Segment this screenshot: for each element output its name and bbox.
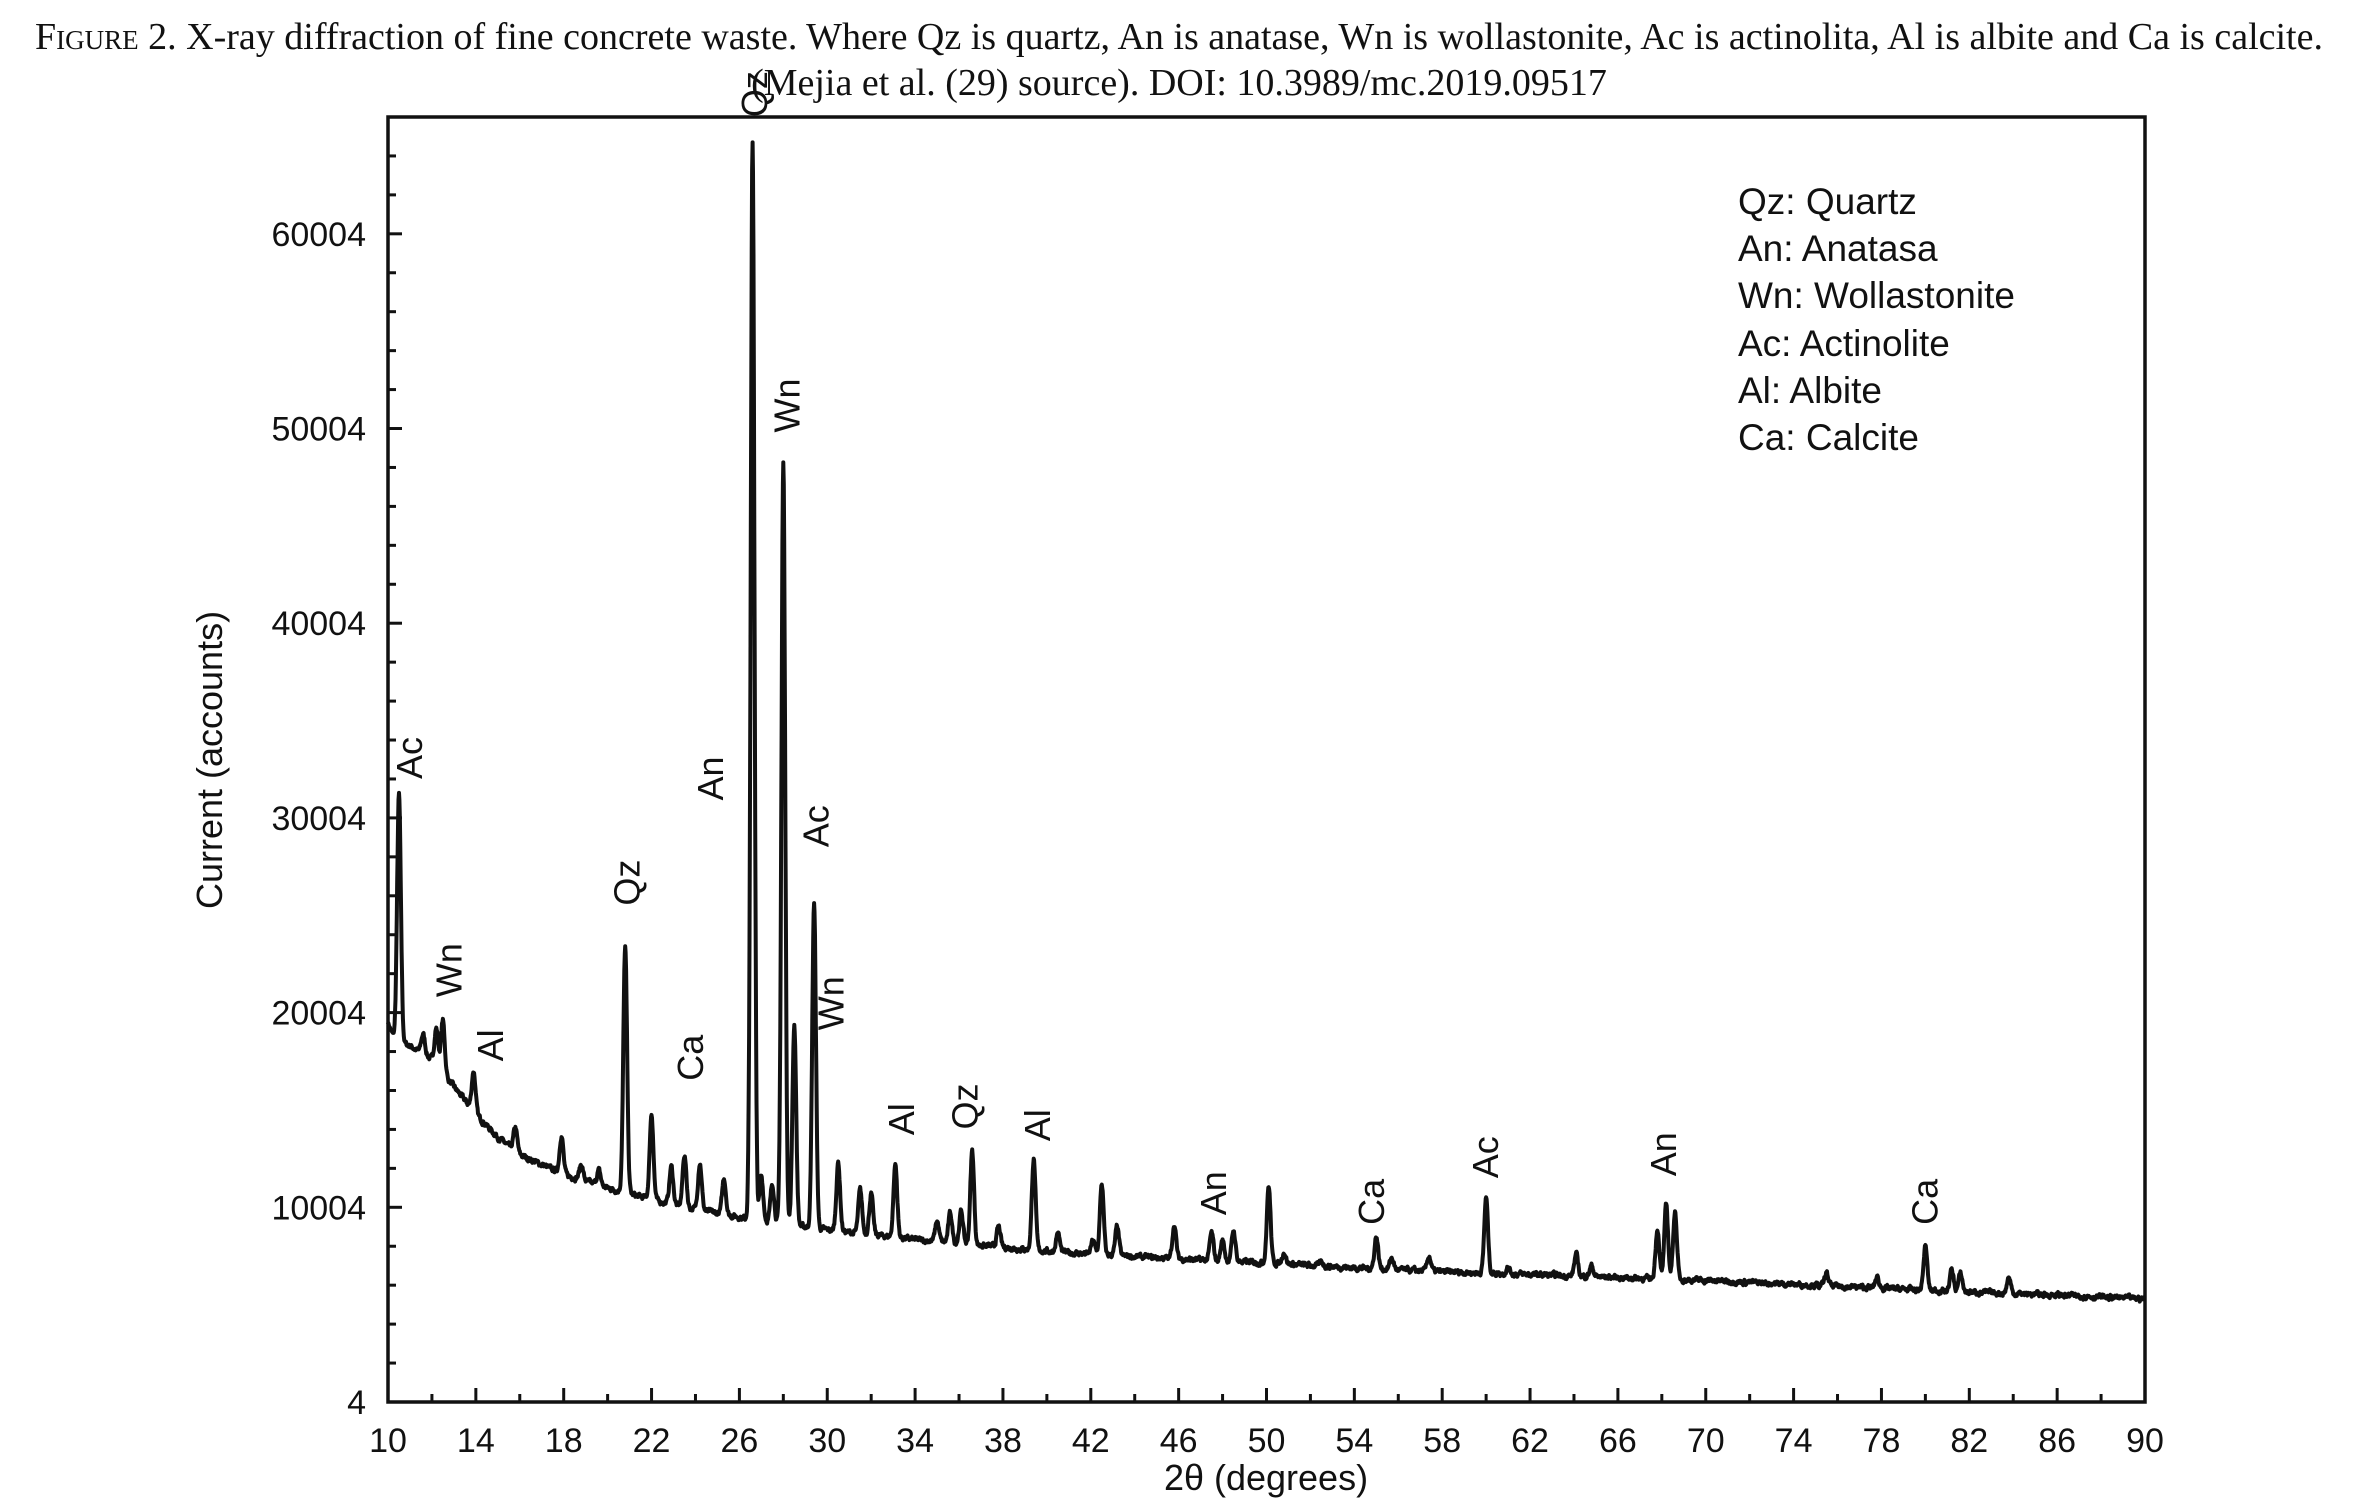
peak-label: Ac — [1465, 1136, 1506, 1178]
x-tick-label: 14 — [457, 1422, 495, 1460]
x-tick-label: 50 — [1248, 1422, 1286, 1460]
x-tick-label: 78 — [1863, 1422, 1901, 1460]
x-tick-label: 90 — [2126, 1422, 2164, 1460]
x-tick-label: 62 — [1511, 1422, 1549, 1460]
x-axis-title: 2θ (degrees) — [1164, 1457, 1368, 1498]
y-tick-label: 4 — [347, 1384, 366, 1422]
figure-caption: Figure 2. X-ray diffraction of fine conc… — [0, 14, 2358, 106]
y-tick-label: 10004 — [271, 1189, 366, 1227]
x-tick-label: 54 — [1335, 1422, 1373, 1460]
peak-label: Ca — [1904, 1178, 1945, 1225]
x-tick-label: 82 — [1950, 1422, 1988, 1460]
peak-label: Wn — [429, 943, 470, 997]
peak-label: Wn — [811, 976, 852, 1030]
peak-label: Al — [470, 1029, 511, 1061]
legend-entry-albite: Al: Albite — [1738, 370, 1882, 411]
peak-label: An — [1193, 1171, 1234, 1215]
x-tick-label: 18 — [545, 1422, 583, 1460]
x-tick-label: 70 — [1687, 1422, 1725, 1460]
peak-label: Qz — [734, 71, 775, 117]
x-tick-label: 10 — [369, 1422, 407, 1460]
peak-label: Qz — [606, 860, 647, 906]
legend-entry-calcite: Ca: Calcite — [1738, 417, 1919, 458]
x-axis-ticks: 10 14 18 22 26 30 34 38 42 46 50 54 58 62 66 70 74 78 82 86… — [369, 1388, 2164, 1460]
caption-text: X-ray diffraction of fine concrete waste… — [176, 16, 2323, 104]
caption-prefix: Figure 2. — [35, 16, 177, 58]
x-tick-label: 74 — [1775, 1422, 1813, 1460]
x-tick-label: 26 — [720, 1422, 758, 1460]
y-tick-label: 60004 — [271, 216, 366, 254]
x-tick-label: 66 — [1599, 1422, 1637, 1460]
peak-label: Wn — [767, 379, 808, 433]
peak-label: Ca — [1351, 1178, 1392, 1225]
x-tick-label: 34 — [896, 1422, 934, 1460]
peak-label: Ac — [389, 737, 430, 779]
peak-label: Qz — [945, 1083, 986, 1129]
legend-entry-actinolite: Ac: Actinolite — [1738, 323, 1950, 364]
peak-label: An — [690, 756, 731, 800]
x-tick-label: 58 — [1423, 1422, 1461, 1460]
diffraction-pattern-line — [386, 140, 2147, 1304]
legend-entry-quartz: Qz: Quartz — [1738, 181, 1917, 222]
legend-entry-wollastonite: Wn: Wollastonite — [1738, 275, 2015, 316]
y-tick-label: 30004 — [271, 800, 366, 838]
x-tick-label: 38 — [984, 1422, 1022, 1460]
peak-label: An — [1643, 1132, 1684, 1176]
peak-label: Al — [881, 1103, 922, 1135]
peak-label: Ca — [670, 1034, 711, 1081]
x-tick-label: 42 — [1072, 1422, 1110, 1460]
peak-label: Ac — [795, 805, 836, 847]
y-tick-label: 40004 — [271, 605, 366, 643]
legend: Qz: Quartz An: Anatasa Wn: Wollastonite … — [1738, 181, 2015, 458]
x-tick-label: 30 — [808, 1422, 846, 1460]
x-tick-label: 22 — [633, 1422, 671, 1460]
y-axis-ticks: 4 10004 20004 30004 40004 50004 60004 — [271, 154, 402, 1422]
legend-entry-anatasa: An: Anatasa — [1738, 228, 1938, 269]
peak-label: Al — [1017, 1109, 1058, 1141]
x-tick-label: 86 — [2038, 1422, 2076, 1460]
y-axis-title: Current (accounts) — [189, 611, 230, 909]
y-tick-label: 50004 — [271, 411, 366, 449]
x-tick-label: 46 — [1160, 1422, 1198, 1460]
y-tick-label: 20004 — [271, 995, 366, 1033]
